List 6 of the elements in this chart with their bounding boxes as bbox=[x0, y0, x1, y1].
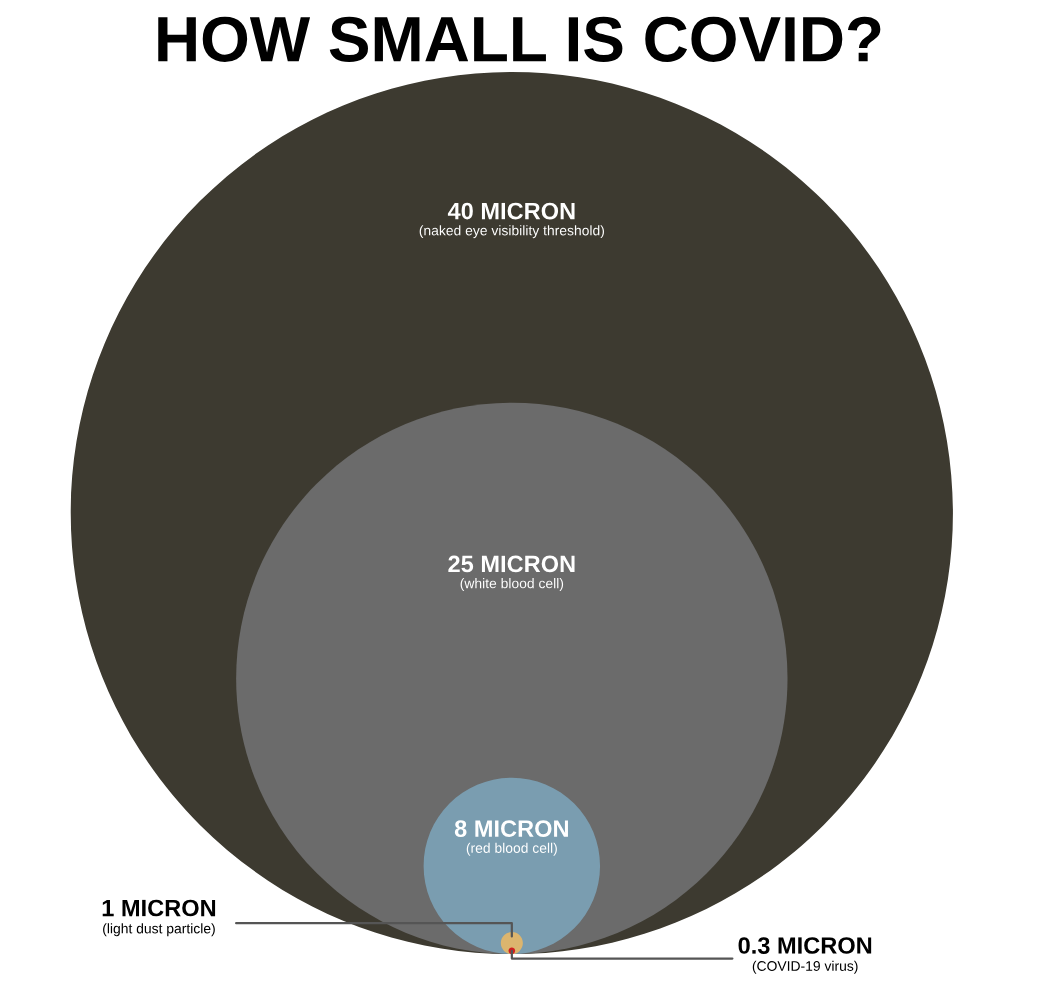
data-label: 8 MICRON bbox=[454, 820, 568, 837]
data-label: 0.3 MICRON bbox=[738, 937, 872, 954]
data-label: 40 MICRON bbox=[447, 202, 575, 220]
text: HOW SMALL IS COVID? bbox=[158, 16, 881, 62]
data-label: 1 MICRON bbox=[102, 899, 216, 917]
data-label: 25 MICRON bbox=[448, 555, 575, 573]
